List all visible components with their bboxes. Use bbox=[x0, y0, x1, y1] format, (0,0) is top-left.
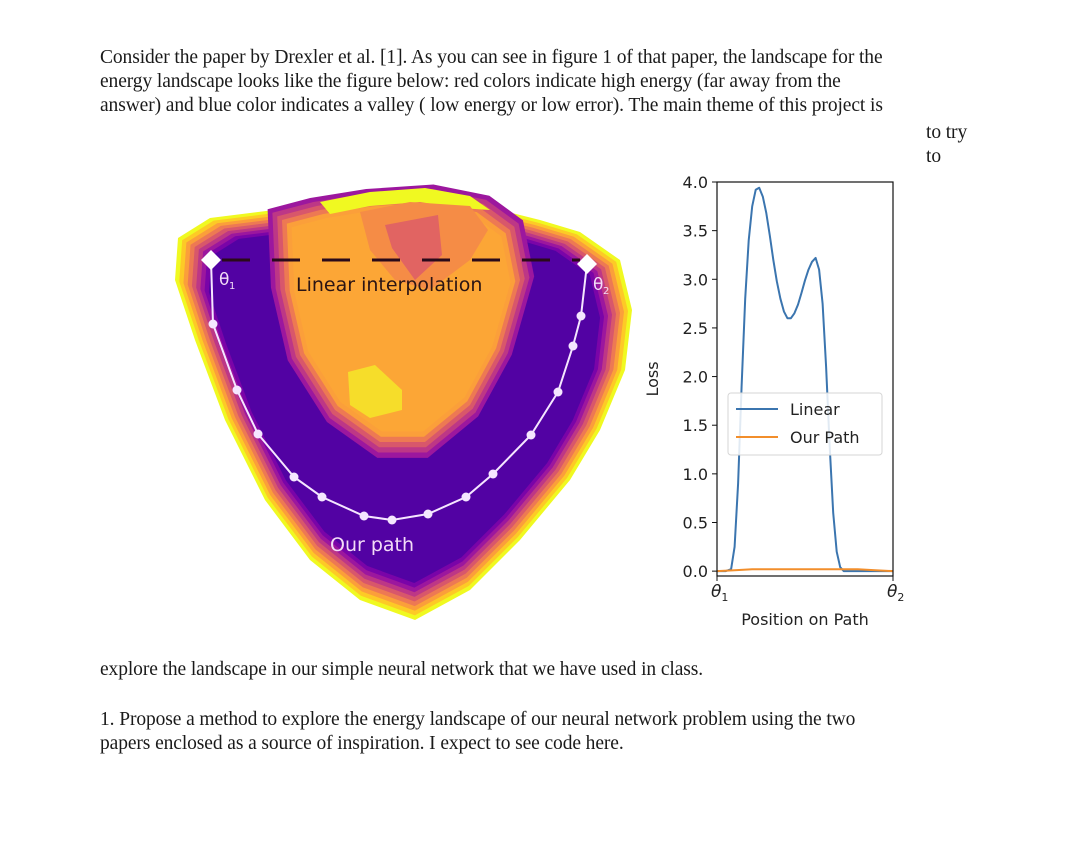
path-point bbox=[208, 319, 218, 329]
path-point bbox=[576, 311, 586, 321]
y-tick-label: 2.0 bbox=[683, 368, 708, 387]
series-line-linear bbox=[717, 186, 893, 573]
low-energy-island bbox=[348, 365, 402, 418]
intro-paragraph: Consider the paper by Drexler et al. [1]… bbox=[100, 46, 980, 118]
linear-interpolation-label: Linear interpolation bbox=[296, 274, 482, 296]
our-path-label: Our path bbox=[330, 534, 414, 556]
path-point bbox=[232, 385, 242, 395]
y-axis-ticks: 0.0 0.5 1.0 1.5 2.0 2.5 3.0 3.5 4.0 bbox=[683, 173, 717, 581]
series-line-our-path bbox=[716, 568, 894, 573]
y-tick-label: 1.5 bbox=[683, 416, 708, 435]
theta2-label: θ 2 bbox=[593, 275, 609, 297]
path-point bbox=[488, 469, 498, 479]
theta2-endpoint-diamond bbox=[577, 254, 597, 274]
optimized-path bbox=[201, 250, 597, 525]
task-line-2: papers enclosed as a source of inspirati… bbox=[100, 733, 624, 754]
path-point bbox=[568, 341, 578, 351]
path-point bbox=[553, 387, 563, 397]
path-point bbox=[526, 430, 536, 440]
y-tick-label: 3.0 bbox=[683, 270, 708, 289]
y-tick-label: 4.0 bbox=[683, 173, 708, 192]
loss-chart-svg: 0.0 0.5 1.0 1.5 2.0 2.5 3.0 3.5 4.0 θ1 θ2 Loss Po… bbox=[643, 173, 904, 629]
y-tick-label: 3.5 bbox=[683, 222, 708, 241]
intro-line-3: answer) and blue color indicates a valle… bbox=[100, 95, 883, 116]
intro-line-1: Consider the paper by Drexler et al. [1]… bbox=[100, 47, 883, 68]
path-point bbox=[317, 492, 327, 502]
svg-text:θ: θ bbox=[593, 275, 603, 295]
legend-label-linear: Linear bbox=[790, 400, 840, 419]
x-axis-ticks: θ1 θ2 bbox=[711, 576, 904, 604]
landscape-svg: Linear interpolation Our path θ 1 θ 2 bbox=[175, 184, 632, 620]
right-fragment-to-try: to try bbox=[926, 122, 968, 143]
path-line bbox=[210, 259, 588, 522]
landscape-contour-bands bbox=[175, 184, 632, 620]
peak-energy-region bbox=[385, 215, 442, 280]
explore-paragraph: explore the landscape in our simple neur… bbox=[100, 659, 704, 680]
svg-text:θ: θ bbox=[219, 270, 229, 290]
chart-series-layer bbox=[716, 186, 894, 573]
legend-label-our-path: Our Path bbox=[790, 428, 860, 447]
x-axis-label: Position on Path bbox=[741, 610, 869, 629]
y-tick-label: 0.5 bbox=[683, 513, 708, 532]
path-point bbox=[289, 472, 299, 482]
y-axis-label: Loss bbox=[643, 361, 662, 396]
svg-text:2: 2 bbox=[603, 286, 609, 297]
path-point bbox=[461, 492, 471, 502]
y-tick-label: 1.0 bbox=[683, 465, 708, 484]
theta1-label: θ 1 bbox=[219, 270, 235, 292]
task-line-1: 1. Propose a method to explore the energ… bbox=[100, 709, 856, 730]
theta1-endpoint-diamond bbox=[201, 250, 221, 270]
chart-legend: Linear Our Path bbox=[727, 392, 883, 456]
y-tick-label: 0.0 bbox=[683, 562, 708, 581]
svg-text:1: 1 bbox=[229, 281, 235, 292]
task-paragraph: 1. Propose a method to explore the energ… bbox=[100, 708, 855, 756]
y-tick-label: 2.5 bbox=[683, 319, 708, 338]
x-tick-label: θ1 bbox=[711, 582, 728, 604]
contour-band-top bbox=[320, 188, 490, 214]
path-point bbox=[359, 511, 369, 521]
loss-chart: 0.0 0.5 1.0 1.5 2.0 2.5 3.0 3.5 4.0 θ1 θ2 Loss Po… bbox=[640, 165, 910, 640]
x-tick-label: θ2 bbox=[887, 582, 904, 604]
path-point bbox=[253, 429, 263, 439]
right-fragment-to: to bbox=[926, 146, 941, 167]
plot-frame bbox=[716, 181, 894, 577]
path-point bbox=[423, 509, 433, 519]
path-point bbox=[387, 515, 397, 525]
intro-line-2: energy landscape looks like the figure b… bbox=[100, 71, 841, 92]
energy-landscape-figure: Linear interpolation Our path θ 1 θ 2 bbox=[170, 180, 650, 625]
